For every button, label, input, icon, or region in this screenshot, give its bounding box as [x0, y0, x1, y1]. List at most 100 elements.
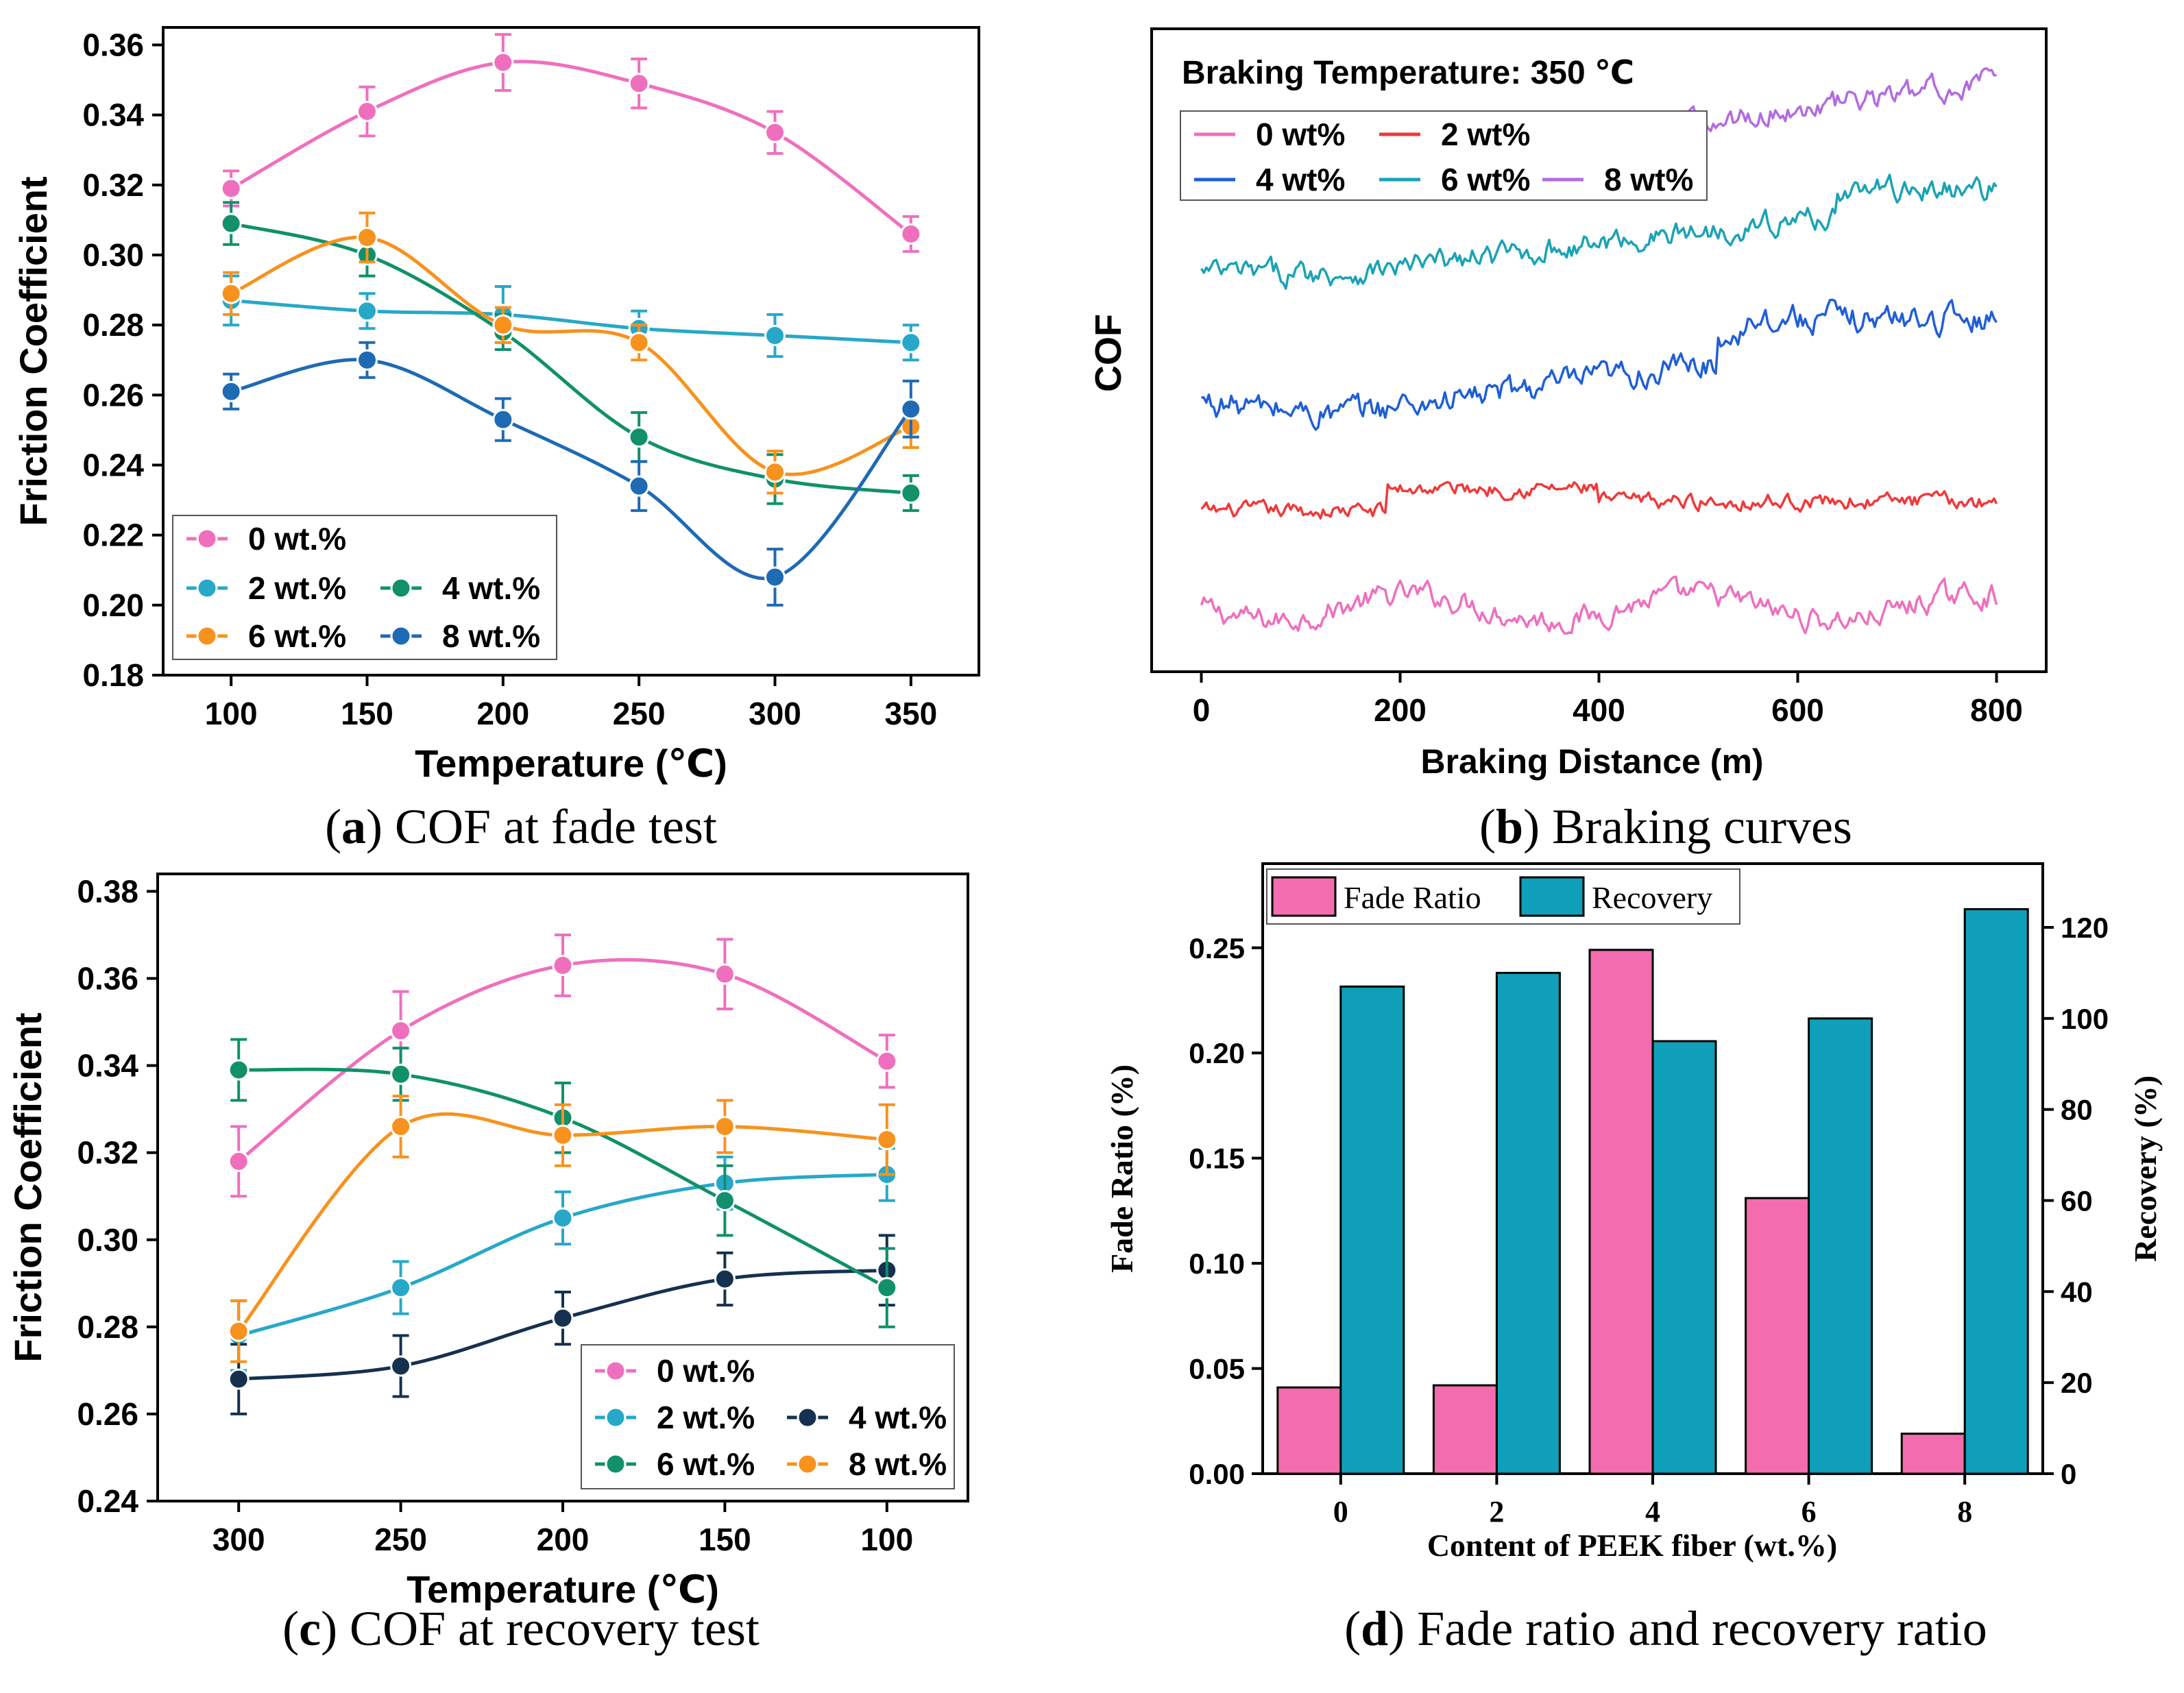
x-tick-label: 350	[884, 696, 937, 731]
y-right-tick-label: 60	[2061, 1184, 2093, 1217]
data-point	[492, 409, 514, 430]
legend-box	[581, 1344, 955, 1489]
data-point	[356, 101, 378, 123]
legend-swatch-marker	[196, 625, 218, 647]
legend-swatch-marker	[605, 1360, 627, 1382]
data-point	[552, 1124, 574, 1146]
panel-a: 0.18 0.20 0.22 0.24 0.26 0.28 0.30 0.32 0.34 0.36…	[12, 26, 980, 785]
data-point	[356, 300, 378, 322]
data-point	[552, 1207, 574, 1229]
series-4wt	[228, 1234, 898, 1415]
legend-label: 4 wt.%	[442, 570, 540, 606]
legend-box	[1180, 110, 1708, 201]
braking-trace	[1200, 575, 1998, 635]
series-line	[230, 298, 911, 345]
x-tick-label: 250	[613, 696, 666, 731]
data-point	[228, 1059, 250, 1081]
x-tick-label: 2	[1489, 1495, 1504, 1528]
data-point	[764, 461, 786, 483]
legend-label: 2 wt.%	[657, 1400, 755, 1435]
legend-label: 8 wt%	[1604, 162, 1693, 197]
series-line	[230, 60, 912, 236]
x-tick-label: 150	[341, 696, 393, 731]
y-tick-label: 0.34	[77, 1048, 138, 1084]
y-tick-label: 0.25	[1189, 932, 1245, 964]
data-point	[492, 51, 514, 73]
braking-trace	[1200, 480, 1998, 520]
x-tick-label: 800	[1970, 692, 2023, 728]
data-point	[714, 1116, 736, 1138]
legend-label: 4 wt.%	[849, 1400, 947, 1435]
x-tick-label: 400	[1573, 692, 1625, 728]
x-tick-label: 6	[1801, 1495, 1817, 1528]
legend-swatch-marker	[196, 577, 218, 599]
x-axis-label: Temperature (℃)	[415, 742, 727, 785]
y-tick-label: 0.34	[82, 97, 144, 133]
panel-caption: (b) Braking curves	[1479, 799, 1852, 854]
chart-title: Braking Temperature: 350 ℃	[1182, 55, 1634, 91]
series-8wt	[228, 1095, 898, 1363]
y-tick-label: 0.24	[77, 1483, 138, 1519]
legend-label: 2 wt%	[1441, 117, 1530, 152]
caption-paren-open: (	[1479, 799, 1496, 854]
data-point	[900, 482, 922, 504]
data-point	[714, 1268, 736, 1290]
y-tick-label: 0.24	[82, 448, 144, 483]
caption-text: Braking curves	[1540, 799, 1852, 854]
y-tick-label: 0.28	[77, 1309, 138, 1345]
data-point	[220, 178, 242, 199]
y-tick-label: 0.32	[82, 167, 144, 203]
series-line	[230, 221, 912, 495]
x-tick-label: 100	[860, 1522, 913, 1557]
legend-label: 8 wt.%	[442, 618, 540, 654]
data-point	[628, 332, 650, 354]
x-tick-label: 250	[374, 1522, 427, 1557]
panel-d: 0.00 0.05 0.10 0.15 0.20 0.25 0 20 40 60 80 100 120 0…	[1104, 862, 2163, 1563]
caption-paren-close: )	[1388, 1601, 1405, 1656]
caption-letter: b	[1496, 799, 1523, 854]
caption-paren-close: )	[1523, 799, 1540, 854]
legend-label: 0 wt.%	[248, 521, 346, 557]
legend-label: 4 wt%	[1256, 162, 1345, 197]
braking-trace	[1201, 298, 1998, 431]
bar-fade-ratio	[1588, 949, 1654, 1475]
x-tick-label: 200	[476, 696, 529, 731]
legend-swatch-marker	[797, 1406, 818, 1428]
data-point	[552, 954, 574, 976]
y-tick-label: 0.36	[82, 27, 144, 63]
data-point	[764, 566, 786, 588]
data-point	[714, 1190, 736, 1212]
y-tick-label: 0.32	[77, 1135, 138, 1171]
data-point	[492, 314, 514, 336]
x-tick-label: 8	[1957, 1495, 1972, 1528]
data-point	[900, 223, 922, 245]
data-point	[900, 398, 922, 420]
y-right-axis-label: Recovery (%)	[2128, 1075, 2163, 1262]
legend-label: 6 wt.%	[657, 1446, 755, 1482]
x-tick-label: 100	[205, 696, 258, 731]
data-point	[628, 475, 650, 497]
y-tick-label: 0.00	[1189, 1458, 1245, 1490]
caption-paren-close: )	[321, 1601, 337, 1656]
y-tick-label: 0.15	[1189, 1143, 1245, 1175]
caption-paren-open: (	[282, 1601, 299, 1656]
series-line	[230, 235, 912, 476]
bar-fade-ratio	[1432, 1384, 1498, 1475]
y-right-tick-label: 100	[2061, 1003, 2109, 1035]
legend-label: Recovery	[1592, 880, 1712, 915]
data-point	[876, 1129, 898, 1151]
data-point	[390, 1063, 412, 1085]
caption-text: Fade ratio and recovery ratio	[1405, 1601, 1987, 1656]
panel-caption: (c) COF at recovery test	[282, 1601, 760, 1656]
bar-fade-ratio	[1745, 1197, 1810, 1475]
x-tick-label: 0	[1333, 1495, 1348, 1528]
data-point	[628, 73, 650, 95]
data-point	[220, 282, 242, 304]
y-tick-label: 0.30	[77, 1222, 138, 1258]
caption-paren-open: (	[325, 799, 341, 854]
bar-recovery	[1651, 1040, 1717, 1475]
data-point	[390, 1277, 412, 1299]
legend-swatch-marker	[196, 528, 218, 550]
legend-swatch-recovery	[1519, 876, 1585, 917]
panel-caption: (a) COF at fade test	[325, 799, 717, 854]
